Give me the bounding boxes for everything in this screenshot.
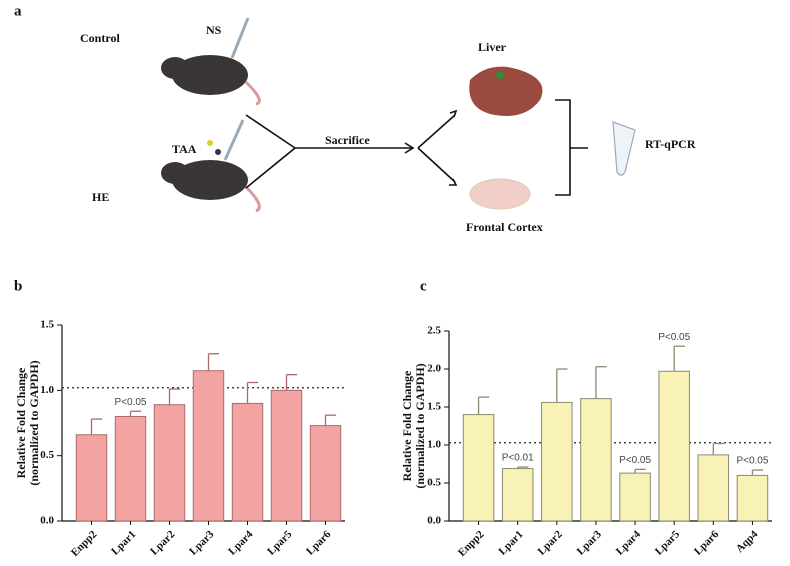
bar: [114, 415, 147, 522]
panel-letter: c: [420, 278, 427, 294]
bar: [658, 370, 690, 522]
y-tick-label: 2.0: [427, 363, 441, 375]
bar: [619, 472, 651, 522]
tube-icon: [612, 121, 636, 176]
significance-label: P<0.01: [502, 453, 534, 464]
bar: [501, 468, 534, 522]
brain-icon: [469, 178, 531, 210]
bar: [270, 389, 303, 522]
bar: [697, 454, 730, 522]
x-tick-label: Lpar5: [265, 528, 295, 558]
panel-letter: b: [14, 278, 22, 294]
y-tick-label: 0.5: [40, 449, 54, 461]
bar: [736, 474, 769, 522]
x-tick-label: Lpar5: [653, 528, 683, 558]
bar: [462, 414, 495, 522]
group-label: HE: [92, 190, 109, 204]
injection-label: TAA: [172, 142, 197, 156]
x-tick-label: Enpp2: [456, 528, 487, 559]
x-tick-label: Lpar2: [148, 528, 178, 558]
y-tick-label: 0.5: [427, 477, 441, 489]
x-tick-label: Lpar4: [226, 528, 256, 558]
assay-label: RT-qPCR: [645, 137, 696, 151]
x-tick-label: Enpp2: [69, 528, 100, 559]
x-tick-label: Lpar4: [614, 528, 644, 558]
mouse: [161, 17, 261, 106]
y-tick-label: 1.5: [427, 401, 441, 413]
x-tick-label: Lpar3: [187, 528, 217, 558]
y-axis-label: Relative Fold Change: [400, 370, 414, 481]
x-tick-label: Lpar2: [535, 528, 565, 558]
y-axis-label: (normalized to GAPDH): [27, 360, 41, 485]
bar: [231, 402, 264, 522]
significance-label: P<0.05: [658, 332, 690, 343]
organ-label: Liver: [478, 40, 507, 54]
organ-label: Frontal Cortex: [466, 220, 543, 234]
bar: [580, 398, 612, 522]
x-tick-label: Lpar6: [304, 528, 334, 558]
x-tick-label: Lpar6: [692, 528, 722, 558]
flow-arrows: [245, 99, 588, 196]
x-tick-label: Lpar1: [496, 528, 525, 557]
y-tick-label: 1.0: [427, 439, 441, 451]
bar: [309, 425, 342, 522]
bar: [541, 401, 573, 522]
panel-letter: a: [14, 3, 22, 19]
step-label: Sacrifice: [325, 133, 370, 147]
y-tick-label: 1.0: [40, 384, 54, 396]
y-tick-label: 0.0: [40, 515, 54, 527]
group-label: Control: [80, 31, 120, 45]
y-tick-label: 0.0: [427, 515, 441, 527]
y-tick-label: 2.5: [427, 325, 441, 337]
x-tick-label: Aqp4: [734, 528, 761, 555]
liver-icon: [469, 66, 543, 116]
significance-label: P<0.05: [115, 397, 147, 408]
y-axis-label: (normalized to GAPDH): [413, 363, 427, 488]
bar: [192, 370, 225, 522]
significance-label: P<0.05: [736, 456, 768, 467]
y-axis-label: Relative Fold Change: [14, 367, 28, 478]
x-tick-label: Lpar3: [575, 528, 605, 558]
significance-label: P<0.05: [619, 455, 651, 466]
bar: [75, 434, 108, 522]
x-tick-label: Lpar1: [109, 528, 138, 557]
y-tick-label: 1.5: [40, 319, 54, 331]
injection-label: NS: [206, 23, 222, 37]
bar: [153, 404, 186, 522]
mouse: [161, 119, 261, 213]
